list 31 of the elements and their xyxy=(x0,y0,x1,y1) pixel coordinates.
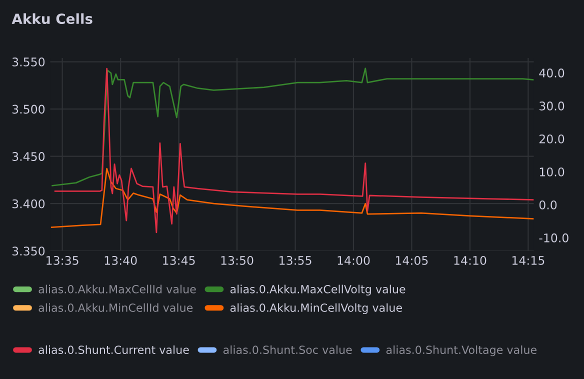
legend-label: alias.0.Akku.MaxCellId value xyxy=(38,284,196,294)
x-tick-label: 13:55 xyxy=(280,256,312,265)
y2-tick-label: -10.0 xyxy=(539,233,568,242)
y-tick-label: 3.500 xyxy=(12,104,45,114)
legend-label: alias.0.Akku.MinCellVoltg value xyxy=(230,303,402,314)
x-tick-label: 14:15 xyxy=(512,256,544,265)
x-tick-label: 13:35 xyxy=(46,256,78,265)
y-tick-label: 3.350 xyxy=(12,246,45,256)
x-tick-label: 13:45 xyxy=(163,256,195,265)
line-series xyxy=(54,68,534,234)
legend-label: alias.0.Shunt.Soc value xyxy=(223,345,352,354)
chart-title: Akku Cells xyxy=(12,13,92,24)
legend-label: alias.0.Shunt.Voltage value xyxy=(386,345,536,356)
y-tick-label: 3.400 xyxy=(12,199,45,208)
x-tick-label: 13:50 xyxy=(221,256,254,265)
y2-tick-label: 0.0 xyxy=(539,200,557,210)
line-series xyxy=(52,68,534,186)
y2-tick-label: 10.0 xyxy=(540,167,564,176)
legend-label: alias.0.Akku.MinCellId value xyxy=(38,303,193,312)
x-tick-label: 14:00 xyxy=(338,256,370,265)
y2-tick-label: 40.0 xyxy=(539,68,564,78)
x-tick-label: 14:10 xyxy=(454,256,486,265)
y-tick-label: 3.550 xyxy=(12,57,45,66)
y2-tick-label: 20.0 xyxy=(540,134,564,144)
line-series xyxy=(50,168,534,228)
x-tick-label: 14:05 xyxy=(396,256,428,265)
legend-label: alias.0.Shunt.Current value xyxy=(38,345,189,354)
legend-label: alias.0.Akku.MaxCellVoltg value xyxy=(230,284,406,296)
y2-tick-label: 30.0 xyxy=(540,102,564,110)
x-tick-label: 13:40 xyxy=(104,256,137,265)
y-tick-label: 3.450 xyxy=(12,152,45,161)
